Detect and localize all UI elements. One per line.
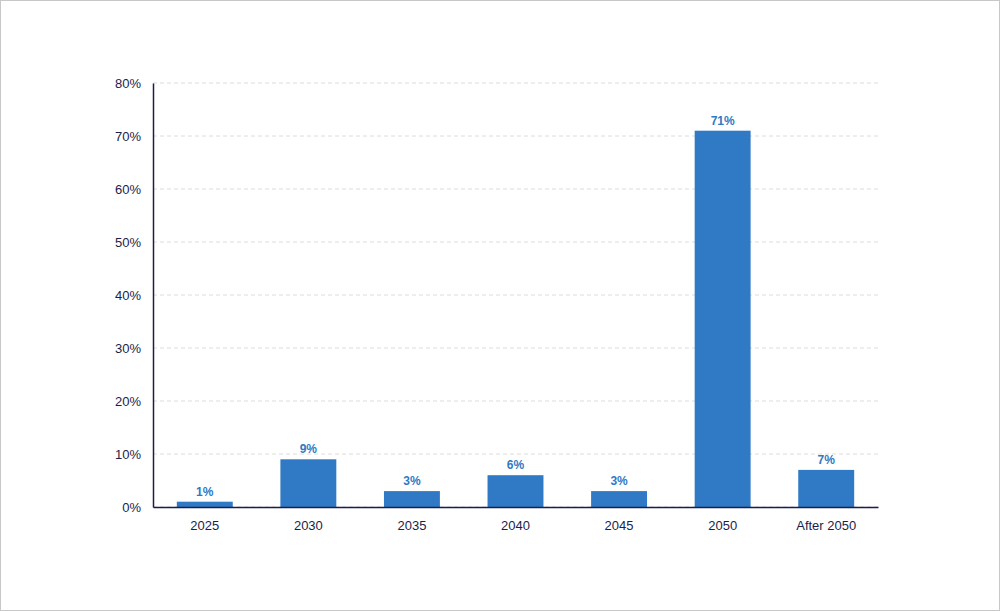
y-tick-label: 0%	[122, 500, 141, 515]
x-tick-label: 2040	[501, 518, 530, 533]
data-label: 1%	[196, 485, 214, 499]
x-axis: 2025 2030 2035 2040 2045 2050 After 2050	[154, 508, 879, 534]
y-tick: 50%	[115, 235, 153, 250]
x-tick-label: 2050	[708, 518, 737, 533]
y-tick: 70%	[115, 129, 153, 144]
x-tick: After 2050	[796, 518, 856, 533]
y-axis-line	[153, 84, 155, 508]
grid-line	[153, 454, 878, 455]
x-tick-label: After 2050	[796, 518, 856, 533]
grid-line	[153, 189, 878, 190]
x-tick: 2050	[708, 518, 737, 533]
y-tick-label: 80%	[115, 76, 141, 91]
data-label: 7%	[818, 453, 836, 467]
bar	[488, 475, 544, 507]
y-axis: 0% 10% 20% 30% 40% 50% 60% 70% 80%	[115, 76, 154, 515]
bars	[177, 131, 854, 507]
bar	[177, 502, 233, 507]
x-axis-line	[154, 507, 879, 509]
bar	[798, 470, 854, 507]
plot: 0%10%20%30%40%50%60%70%80%20252030203520…	[115, 76, 879, 534]
y-tick-label: 40%	[115, 288, 141, 303]
x-tick-label: 2030	[294, 518, 323, 533]
grid-line	[153, 242, 878, 243]
grid-line	[153, 295, 878, 296]
y-tick: 30%	[115, 341, 153, 356]
x-tick-label: 2045	[605, 518, 634, 533]
data-label: 3%	[403, 474, 421, 488]
y-tick: 60%	[115, 182, 153, 197]
bar	[384, 491, 440, 507]
y-tick: 10%	[115, 447, 153, 462]
frame	[1, 1, 1000, 611]
data-label: 71%	[711, 114, 735, 128]
x-tick: 2035	[397, 518, 426, 533]
x-tick: 2025	[190, 518, 219, 533]
grid	[153, 83, 878, 507]
y-tick: 40%	[115, 288, 153, 303]
y-tick-label: 70%	[115, 129, 141, 144]
y-tick-label: 50%	[115, 235, 141, 250]
y-tick-label: 30%	[115, 341, 141, 356]
y-tick-label: 20%	[115, 394, 141, 409]
y-tick: 80%	[115, 76, 153, 91]
data-label: 6%	[507, 458, 525, 472]
bar	[591, 491, 647, 507]
bar	[695, 131, 751, 507]
y-tick-label: 10%	[115, 447, 141, 462]
x-tick: 2030	[294, 518, 323, 533]
x-tick-label: 2025	[190, 518, 219, 533]
y-tick: 0%	[122, 500, 153, 515]
x-tick: 2040	[501, 518, 530, 533]
x-tick-label: 2035	[397, 518, 426, 533]
bar	[280, 459, 336, 507]
grid-line	[153, 348, 878, 349]
data-labels: 1% 9% 3% 6% 3% 71% 7%	[196, 114, 835, 499]
y-tick: 20%	[115, 394, 153, 409]
x-tick: 2045	[605, 518, 634, 533]
data-label: 3%	[610, 474, 628, 488]
chart: 0%10%20%30%40%50%60%70%80%20252030203520…	[0, 0, 1000, 611]
grid-line	[153, 83, 878, 84]
data-label: 9%	[300, 442, 318, 456]
y-tick-label: 60%	[115, 182, 141, 197]
grid-line	[153, 401, 878, 402]
grid-line	[153, 136, 878, 137]
